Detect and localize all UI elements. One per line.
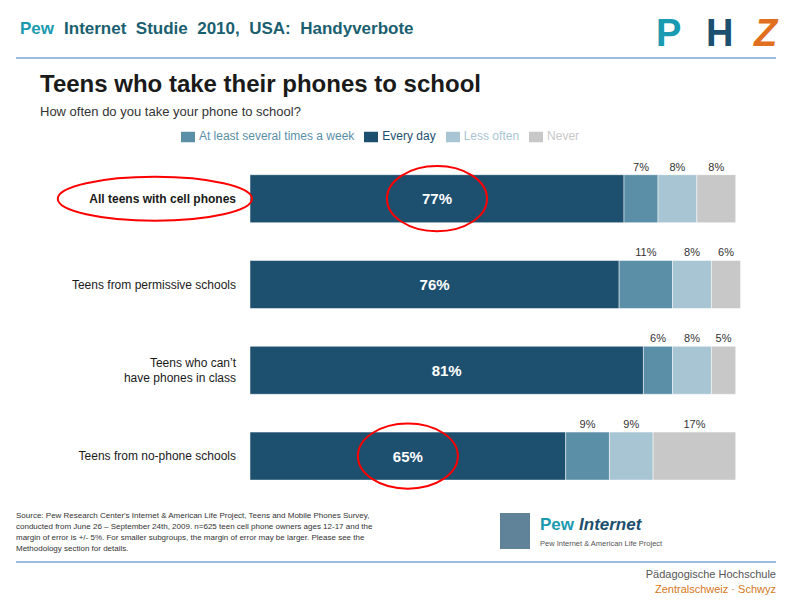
svg-text:81%: 81%: [432, 362, 462, 379]
svg-text:All teens with cell phones: All teens with cell phones: [89, 192, 236, 206]
svg-text:6%: 6%: [718, 246, 734, 258]
svg-text:H: H: [706, 12, 733, 54]
svg-text:8%: 8%: [684, 246, 700, 258]
svg-text:Pädagogische Hochschule: Pädagogische Hochschule: [646, 568, 776, 580]
svg-text:Teens from permissive schools: Teens from permissive schools: [72, 278, 236, 292]
svg-text:11%: 11%: [635, 246, 656, 258]
svg-text:Zentralschweiz · Schwyz: Zentralschweiz · Schwyz: [655, 583, 776, 595]
svg-text:5%: 5%: [716, 332, 732, 344]
svg-text:8%: 8%: [669, 161, 685, 173]
svg-text:Teens who can’thave phones in: Teens who can’thave phones in class: [124, 356, 237, 385]
svg-text:Z: Z: [753, 12, 779, 54]
svg-text:PewInternet Studie 2010, US: PewInternet Studie 2010, USA: Handyverbo…: [20, 19, 414, 38]
svg-text:Source: Pew Research Center's: Source: Pew Research Center's Internet &…: [16, 511, 373, 553]
svg-text:9%: 9%: [623, 418, 639, 430]
svg-text:77%: 77%: [422, 190, 452, 207]
svg-text:6%: 6%: [650, 332, 666, 344]
svg-text:Teens who take their phones to: Teens who take their phones to school: [40, 70, 481, 97]
svg-text:Teens from no-phone schools: Teens from no-phone schools: [79, 449, 236, 463]
svg-text:PewInternet: PewInternet: [540, 515, 643, 534]
svg-text:How often do you take your pho: How often do you take your phone to scho…: [40, 104, 301, 119]
svg-text:8%: 8%: [708, 161, 724, 173]
svg-text:76%: 76%: [420, 276, 450, 293]
svg-text:7%: 7%: [633, 161, 649, 173]
svg-text:Pew Internet & American Life P: Pew Internet & American Life Project: [540, 539, 663, 548]
svg-text:P: P: [656, 12, 681, 54]
svg-text:65%: 65%: [393, 448, 423, 465]
svg-text:17%: 17%: [683, 418, 705, 430]
svg-text:9%: 9%: [580, 418, 596, 430]
svg-text:8%: 8%: [684, 332, 700, 344]
